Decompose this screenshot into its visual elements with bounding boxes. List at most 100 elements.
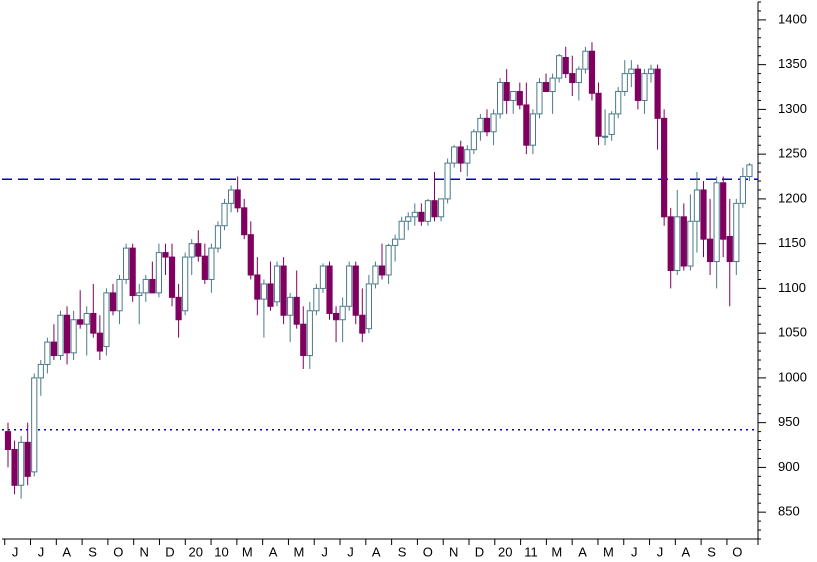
candle-body — [537, 83, 542, 114]
candle-body — [124, 248, 129, 279]
x-tick-label: 11 — [524, 545, 538, 560]
candle-body — [681, 217, 686, 266]
x-tick-label: J — [631, 545, 638, 560]
y-tick-label: 900 — [778, 459, 800, 474]
candle-body — [458, 147, 463, 163]
x-tick-label: S — [88, 545, 97, 560]
y-tick-label: 850 — [778, 504, 800, 519]
y-tick-label: 1350 — [778, 56, 807, 71]
candle-body — [694, 190, 699, 221]
candle-body — [353, 266, 358, 315]
y-tick-label: 1250 — [778, 146, 807, 161]
candle-body — [399, 221, 404, 239]
candle-body — [130, 248, 135, 295]
candle-body — [91, 313, 96, 333]
candle-body — [274, 266, 279, 302]
candlestick-chart: 8509009501000105011001150120012501300135… — [0, 0, 817, 562]
candle-body — [379, 266, 384, 275]
candle-body — [156, 253, 161, 293]
candle-body — [609, 114, 614, 135]
candle-body — [222, 203, 227, 225]
candle-body — [143, 279, 148, 292]
candle-body — [215, 226, 220, 248]
candle-body — [511, 92, 516, 101]
x-tick-label: 10 — [214, 545, 228, 560]
candle-body — [104, 293, 109, 347]
candle-body — [110, 293, 115, 311]
x-tick-label: J — [347, 545, 354, 560]
candle-body — [340, 306, 345, 319]
candle-body — [721, 183, 726, 239]
candle-body — [268, 284, 273, 306]
candle-body — [602, 136, 607, 137]
candle-body — [150, 279, 155, 292]
x-tick-label: M — [551, 545, 562, 560]
x-tick-label: A — [269, 545, 278, 560]
candle-body — [333, 313, 338, 319]
candle-body — [675, 217, 680, 271]
candle-body — [25, 442, 30, 476]
x-tick-label: 20 — [498, 545, 512, 560]
candle-body — [583, 51, 588, 69]
candle-body — [12, 450, 17, 486]
candle-body — [202, 256, 207, 279]
candle-body — [465, 150, 470, 163]
candle-body — [642, 74, 647, 101]
candle-body — [261, 284, 266, 299]
candle-body — [452, 147, 457, 163]
x-tick-label: M — [603, 545, 614, 560]
candle-body — [347, 266, 352, 306]
candle-body — [688, 221, 693, 266]
candle-body — [589, 51, 594, 93]
candle-body — [183, 257, 188, 311]
candle-body — [373, 266, 378, 284]
candle-body — [471, 132, 476, 150]
candle-body — [478, 118, 483, 131]
y-tick-label: 1300 — [778, 101, 807, 116]
candle-body — [228, 190, 233, 203]
candle-body — [360, 315, 365, 333]
candle-body — [117, 279, 122, 310]
candle-body — [242, 208, 247, 235]
candle-body — [563, 57, 568, 73]
candle-body — [530, 114, 535, 145]
x-tick-label: N — [139, 545, 148, 560]
x-tick-label: S — [398, 545, 407, 560]
candle-body — [419, 212, 424, 221]
candle-body — [209, 248, 214, 279]
x-tick-label: A — [578, 545, 587, 560]
candle-body — [550, 78, 555, 91]
candle-body — [543, 83, 548, 92]
candle-body — [648, 69, 653, 73]
candle-body — [366, 284, 371, 329]
candle-body — [288, 297, 293, 315]
x-tick-label: J — [657, 545, 664, 560]
candle-body — [386, 245, 391, 275]
x-tick-label: J — [38, 545, 45, 560]
x-tick-label: O — [732, 545, 742, 560]
candle-body — [301, 324, 306, 355]
x-tick-label: M — [242, 545, 253, 560]
candle-body — [294, 297, 299, 324]
candle-body — [445, 163, 450, 199]
candle-body — [616, 92, 621, 114]
candle-body — [629, 69, 634, 73]
candle-body — [635, 69, 640, 100]
x-tick-label: 20 — [188, 545, 202, 560]
candle-body — [524, 105, 529, 145]
candle-body — [596, 93, 601, 136]
candle-body — [255, 275, 260, 299]
x-tick-label: N — [449, 545, 458, 560]
y-tick-label: 950 — [778, 414, 800, 429]
candle-body — [622, 74, 627, 92]
candle-body — [84, 313, 89, 324]
y-tick-label: 1050 — [778, 325, 807, 340]
candle-body — [701, 190, 706, 239]
candle-body — [78, 320, 83, 324]
candle-body — [393, 239, 398, 245]
x-tick-label: A — [372, 545, 381, 560]
y-tick-label: 1150 — [778, 235, 806, 250]
candle-body — [45, 342, 50, 364]
candle-body — [189, 244, 194, 257]
y-tick-label: 1100 — [778, 280, 806, 295]
